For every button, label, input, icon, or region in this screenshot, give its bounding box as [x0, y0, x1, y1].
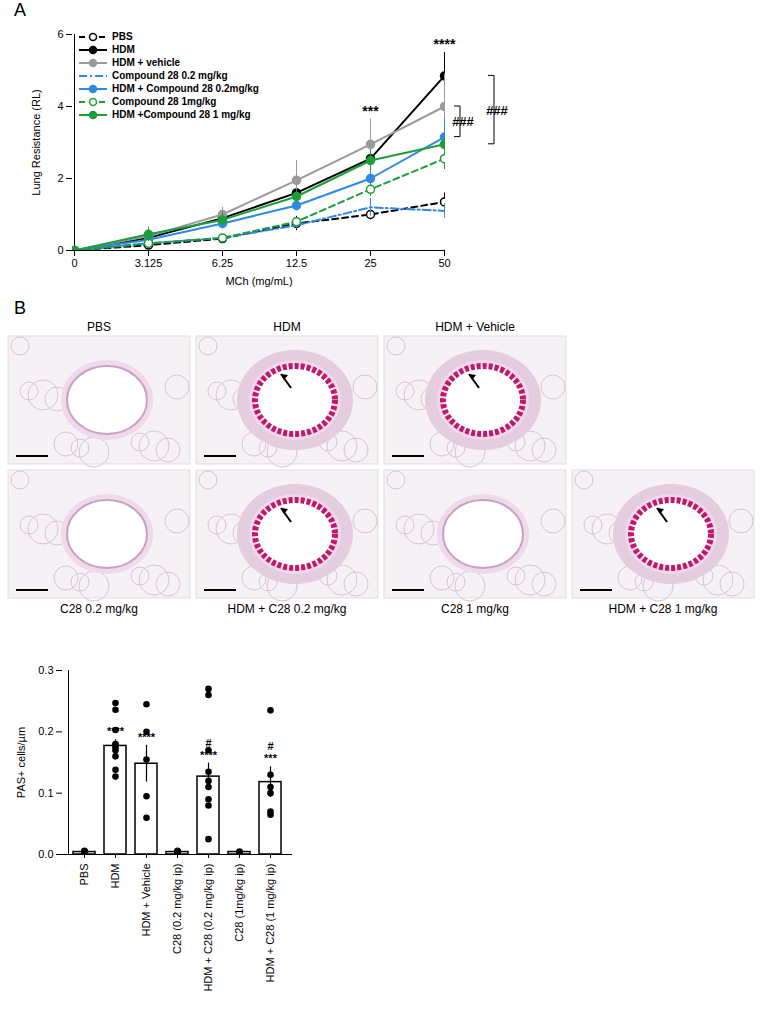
html-text:B: B — [14, 298, 26, 318]
svg-text:4: 4 — [57, 100, 63, 112]
svg-text:0.1: 0.1 — [38, 787, 53, 799]
svg-text:0: 0 — [57, 244, 63, 256]
svg-text:###: ### — [452, 114, 474, 129]
svg-text:0.2: 0.2 — [38, 725, 53, 737]
html-text:HDM + Compound 28 0.2mg/kg: HDM + Compound 28 0.2mg/kg — [112, 83, 259, 94]
svg-text:C28 (0.2 mg/kg ip): C28 (0.2 mg/kg ip) — [171, 864, 183, 954]
svg-text:C28 0.2 mg/kg: C28 0.2 mg/kg — [60, 602, 138, 616]
svg-text:HDM + C28 (1 mg/kg ip): HDM + C28 (1 mg/kg ip) — [264, 864, 276, 983]
svg-text:C28 1 mg/kg: C28 1 mg/kg — [441, 602, 509, 616]
svg-text:HDM: HDM — [273, 320, 300, 334]
svg-text:MCh (mg/mL): MCh (mg/mL) — [225, 275, 292, 287]
svg-text:0.0: 0.0 — [38, 848, 53, 860]
html-text:Compound 28 1mg/kg: Compound 28 1mg/kg — [112, 96, 217, 107]
svg-text:Lung Resistance (RL): Lung Resistance (RL) — [30, 89, 42, 195]
svg-text:0.3: 0.3 — [38, 664, 53, 676]
html-text:Compound 28 0.2 mg/kg: Compound 28 0.2 mg/kg — [112, 70, 228, 81]
html-text:PBS: PBS — [112, 31, 133, 42]
svg-text:HDM + C28 1 mg/kg: HDM + C28 1 mg/kg — [608, 602, 717, 616]
html-text:HDM: HDM — [112, 44, 135, 55]
svg-text:#: # — [205, 737, 211, 749]
svg-text:HDM + C28 0.2 mg/kg: HDM + C28 0.2 mg/kg — [227, 602, 346, 616]
svg-text:PAS+ cells/µm: PAS+ cells/µm — [15, 727, 27, 798]
svg-text:50: 50 — [438, 257, 450, 269]
html-text:HDM + vehicle: HDM + vehicle — [112, 57, 181, 68]
svg-text:HDM: HDM — [109, 864, 121, 889]
svg-text:HDM + Vehicle: HDM + Vehicle — [140, 864, 152, 937]
svg-text:6: 6 — [57, 28, 63, 40]
svg-text:25: 25 — [364, 257, 376, 269]
svg-text:****: **** — [434, 36, 456, 52]
svg-text:#: # — [267, 740, 273, 752]
svg-text:****: **** — [200, 749, 218, 761]
svg-text:***: *** — [264, 752, 278, 764]
svg-text:2: 2 — [57, 172, 63, 184]
svg-text:***: *** — [362, 103, 379, 119]
svg-text:6.25: 6.25 — [212, 257, 233, 269]
svg-text:0: 0 — [71, 257, 77, 269]
svg-text:PBS: PBS — [87, 320, 111, 334]
svg-text:****: **** — [138, 731, 156, 743]
svg-text:3.125: 3.125 — [135, 257, 163, 269]
svg-text:PBS: PBS — [78, 864, 90, 886]
svg-text:###: ### — [486, 103, 508, 118]
svg-text:HDM + C28 (0.2 mg/kg ip): HDM + C28 (0.2 mg/kg ip) — [202, 864, 214, 992]
html-text:A: A — [14, 0, 26, 20]
svg-text:12.5: 12.5 — [286, 257, 307, 269]
html-text:HDM +Compound 28 1 mg/kg: HDM +Compound 28 1 mg/kg — [112, 109, 251, 120]
svg-text:C28 (1mg/kg ip): C28 (1mg/kg ip) — [233, 864, 245, 942]
svg-text:HDM + Vehicle: HDM + Vehicle — [435, 320, 515, 334]
svg-text:****: **** — [107, 725, 125, 737]
